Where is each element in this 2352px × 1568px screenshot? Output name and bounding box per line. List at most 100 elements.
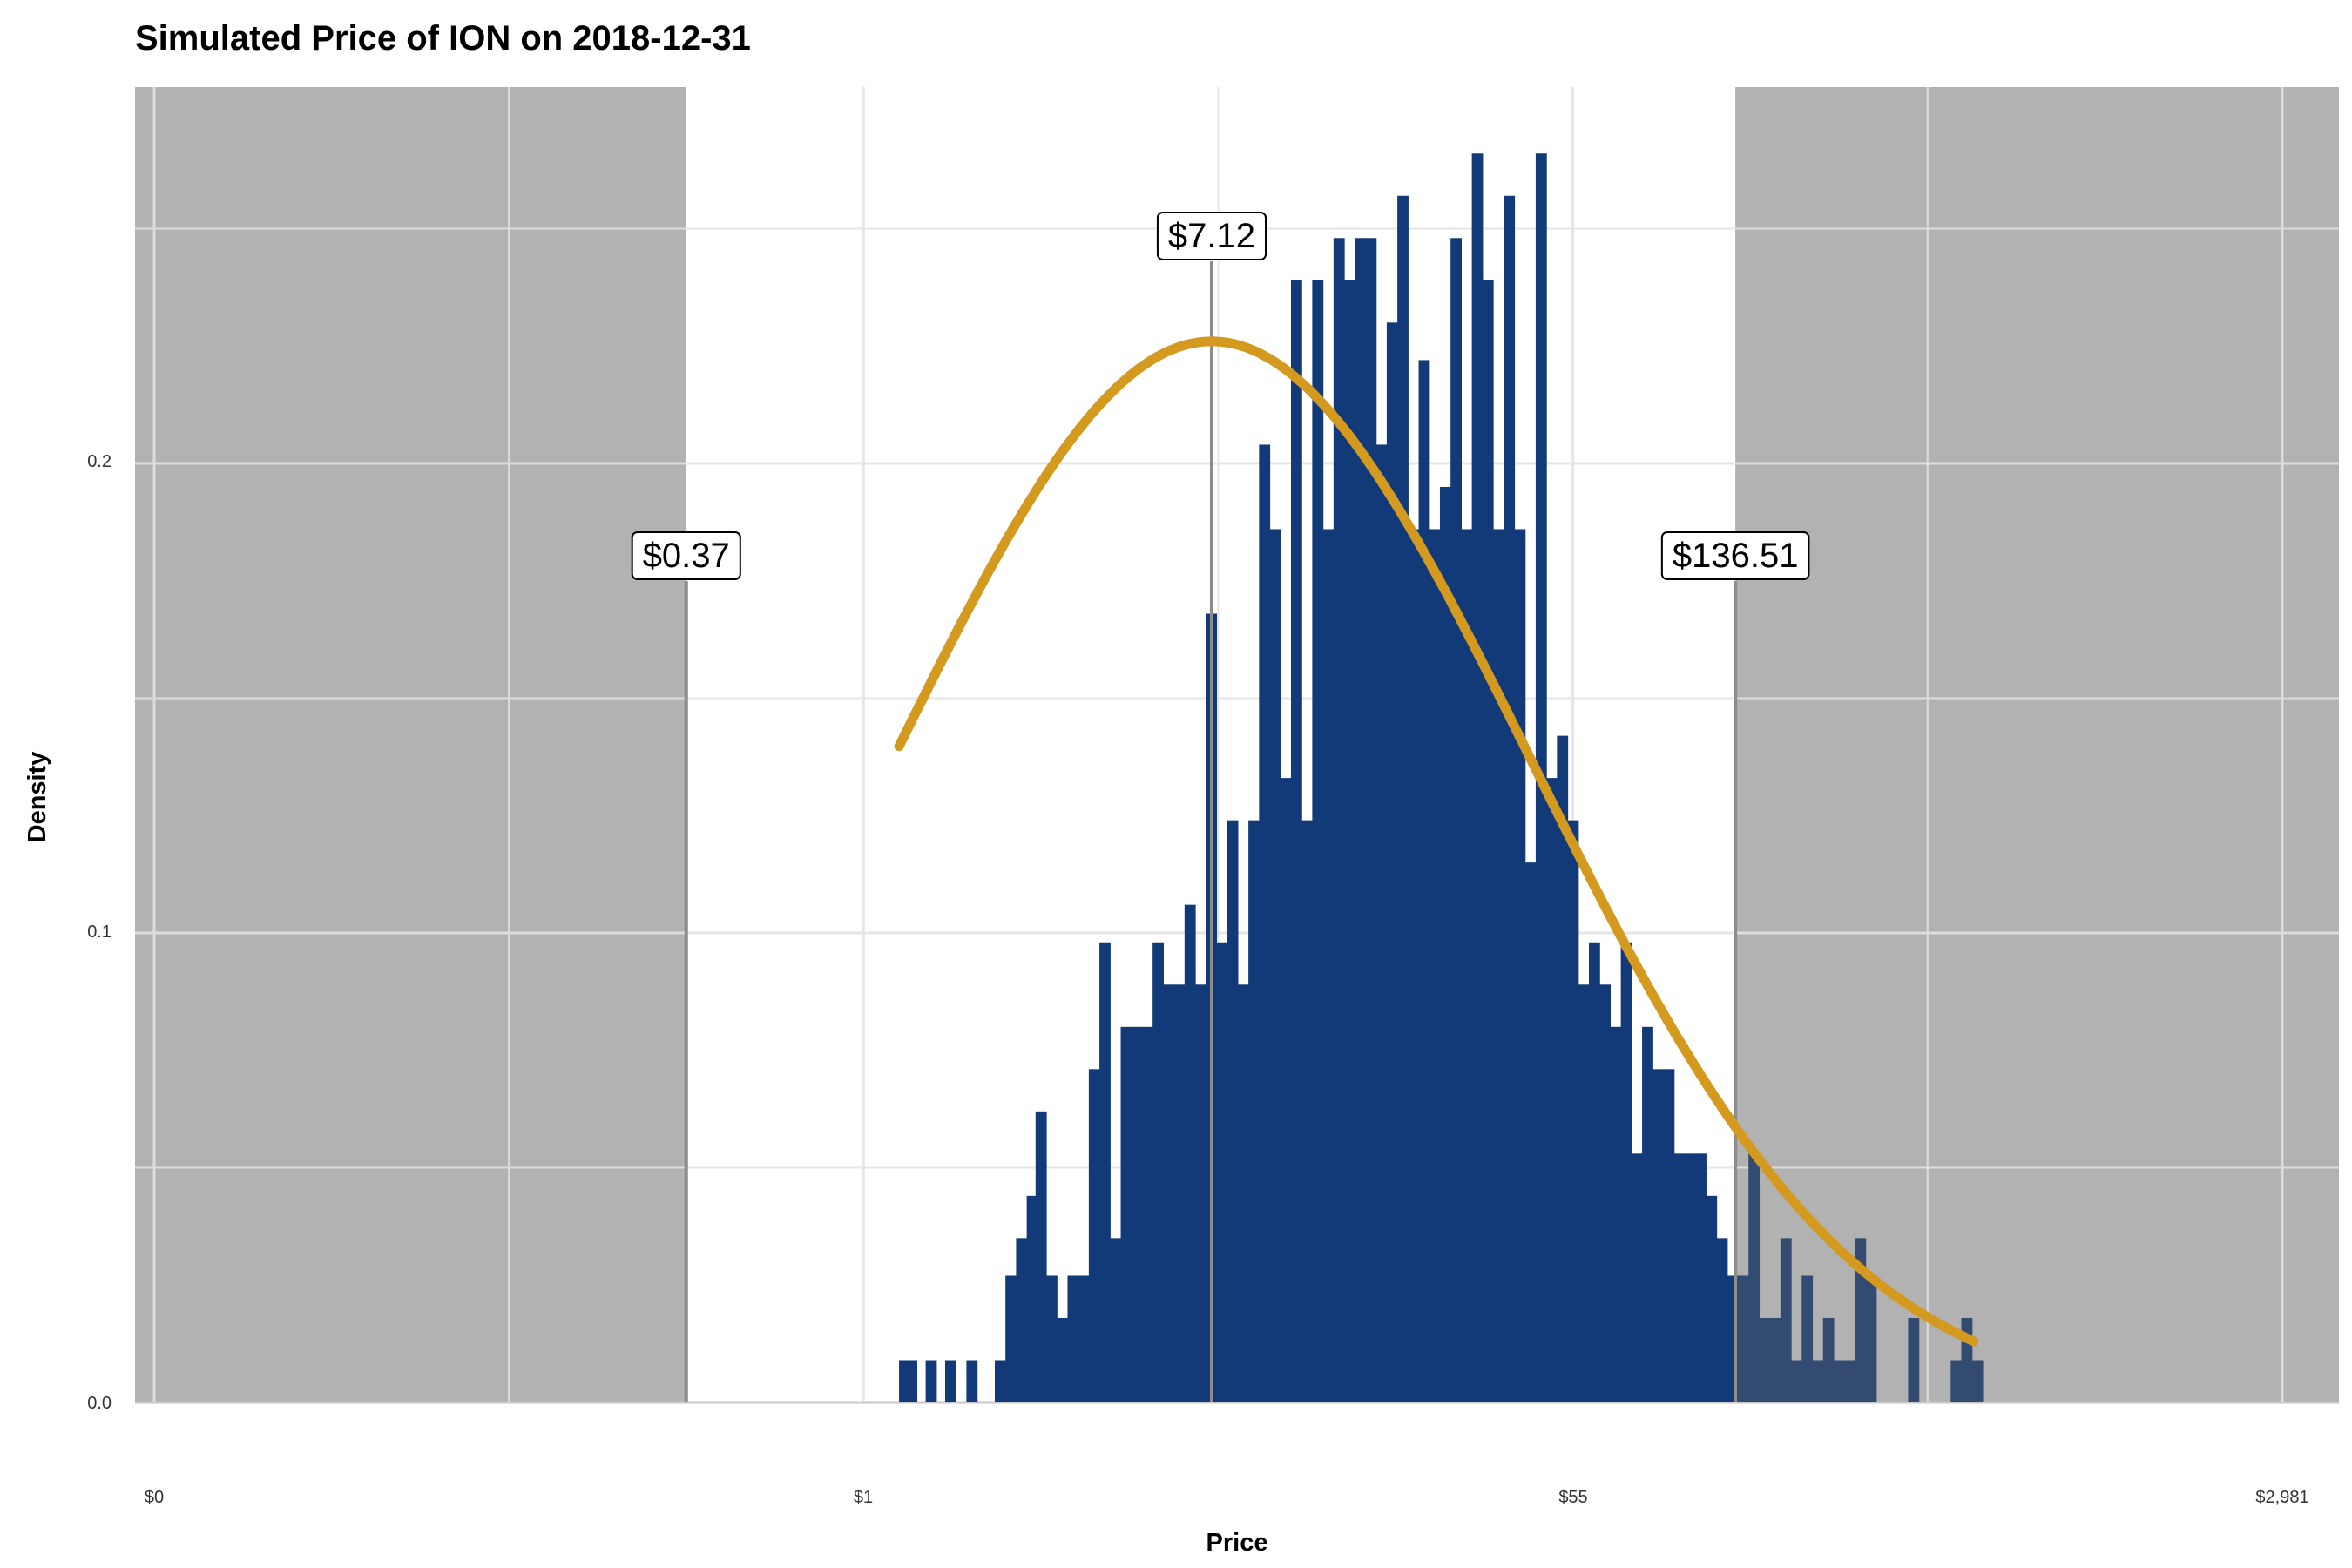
histogram-bar (1642, 1026, 1653, 1402)
histogram-bar (925, 1360, 937, 1402)
histogram-bar (994, 1360, 1006, 1402)
histogram-bar (1120, 1026, 1132, 1402)
histogram-bar (1110, 1238, 1122, 1402)
histogram-bar (1865, 1275, 1877, 1402)
histogram-bar (1184, 904, 1196, 1402)
x-tick-label: $2,981 (2255, 1488, 2308, 1507)
histogram-bar (1269, 529, 1281, 1402)
tail-shade-overlay (135, 87, 2339, 1402)
callout-box (1156, 212, 1267, 260)
x-axis-title: Price (1206, 1529, 1268, 1557)
histogram-bar (906, 1360, 918, 1402)
histogram-bar (1386, 322, 1398, 1402)
histogram-bar (1557, 735, 1569, 1402)
histogram-bar (1312, 280, 1324, 1402)
histogram-bar (1791, 1360, 1802, 1402)
histogram-bar (1375, 444, 1388, 1403)
normal-density-curve (894, 336, 1979, 1347)
histogram-bar (1088, 1069, 1100, 1402)
histogram-bar (1588, 942, 1600, 1402)
histogram-bar (1152, 942, 1164, 1402)
histogram-bar (1673, 1153, 1686, 1402)
histogram-bar (1769, 1317, 1781, 1402)
histogram-bar (1365, 238, 1377, 1402)
upper-tail-shade (1735, 87, 2339, 1402)
histogram-bar (1290, 280, 1302, 1402)
histogram-bar (1493, 529, 1504, 1402)
x-tick-label: $55 (1558, 1488, 1587, 1507)
histogram-bar (1759, 1317, 1771, 1402)
histogram-bar (1439, 486, 1451, 1403)
y-tick-label: 0.1 (87, 923, 112, 942)
percentile-callout: $7.12 (1156, 212, 1267, 260)
histogram-bar (1301, 820, 1313, 1402)
histogram-bar (1026, 1195, 1038, 1402)
histogram-bar (1652, 1069, 1665, 1402)
histogram-bar (1684, 1153, 1696, 1402)
histogram-bar (1482, 280, 1494, 1402)
histogram-bar (1546, 778, 1558, 1402)
histogram-bar (1950, 1360, 1963, 1402)
x-tick-label: $1 (854, 1488, 873, 1507)
percentile-callout: $0.37 (631, 531, 741, 580)
lower-tail-shade (135, 87, 686, 1402)
histogram-bar (1141, 1026, 1153, 1402)
histogram-bar (1461, 529, 1473, 1402)
histogram-bar (1663, 1069, 1675, 1402)
histogram-bar (1908, 1317, 1920, 1402)
histogram-bar (1801, 1275, 1814, 1402)
histogram-bar (1173, 984, 1186, 1402)
histogram-bar (1610, 1026, 1622, 1402)
percentile-callouts: $0.37 $7.12 $136.51 (631, 212, 1810, 580)
y-axis-title: Density (24, 752, 51, 843)
histogram-bar (1695, 1153, 1707, 1402)
histogram-bar (1504, 195, 1516, 1402)
histogram-bar (1237, 984, 1249, 1402)
upper-tail-overlay (1735, 87, 2339, 1402)
histogram-bar (1844, 1360, 1855, 1402)
histogram-bar (1450, 238, 1463, 1402)
histogram-bar (1259, 444, 1271, 1403)
histogram-bar (1822, 1317, 1835, 1402)
histogram-bar (1599, 984, 1612, 1402)
histogram-bar (1716, 1238, 1728, 1402)
axes: $0 $1 $55 $2,981 0.0 0.1 0.2 Price Densi… (24, 452, 2309, 1557)
histogram-bar (966, 1360, 978, 1402)
histogram-bar (1005, 1275, 1017, 1402)
callout-label: $0.37 (643, 537, 730, 575)
callout-box (631, 531, 741, 580)
histogram-bar (1429, 529, 1441, 1402)
histogram-bar (1471, 153, 1484, 1402)
histogram-bar (1131, 1026, 1143, 1402)
histogram-bar (1163, 984, 1175, 1402)
histogram-bar (1780, 1238, 1792, 1402)
y-tick-label: 0.2 (87, 452, 112, 471)
lower-tail-overlay (135, 87, 686, 1402)
histogram-bar (1078, 1275, 1090, 1402)
histogram-bar (944, 1360, 956, 1402)
histogram-bar (1812, 1360, 1824, 1402)
histogram-bar (1567, 820, 1579, 1402)
histogram-bar (1344, 280, 1355, 1402)
histogram-bar (1631, 1153, 1643, 1402)
histogram-bar (1397, 195, 1409, 1402)
histogram-bar (1355, 238, 1367, 1402)
histogram-bar (1195, 984, 1206, 1402)
histogram-bar (1408, 529, 1420, 1402)
histogram-bar (1046, 1275, 1058, 1402)
callout-label: $136.51 (1673, 537, 1799, 575)
histogram-bar (1833, 1360, 1845, 1402)
histogram-bar (1099, 942, 1111, 1402)
histogram-bar (1016, 1238, 1028, 1402)
histogram-bar (1227, 820, 1239, 1402)
shaded-tail-regions (135, 87, 2339, 1402)
chart-title: Simulated Price of ION on 2018-12-31 (135, 19, 751, 57)
histogram-bar (1737, 1275, 1749, 1402)
x-tick-label: $0 (145, 1488, 164, 1507)
histogram-bar (1248, 820, 1260, 1402)
histogram-bar (1035, 1111, 1047, 1402)
percentile-markers (684, 261, 1738, 1402)
histogram-bar (1418, 360, 1430, 1402)
histogram-bar (1280, 778, 1292, 1402)
